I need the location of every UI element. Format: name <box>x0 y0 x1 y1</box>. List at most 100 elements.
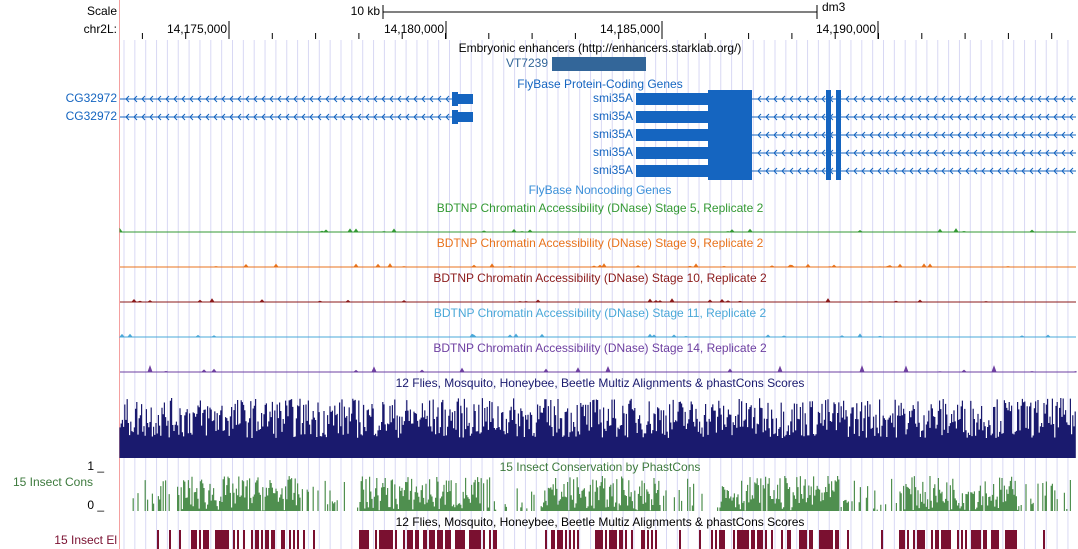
strand-arrow <box>933 95 938 103</box>
strand-arrow <box>885 167 890 175</box>
strand-arrow <box>965 167 970 175</box>
strand-arrow <box>205 113 210 121</box>
strand-arrow <box>933 131 938 139</box>
strand-arrow <box>845 113 850 121</box>
strand-arrow <box>781 95 786 103</box>
strand-arrow <box>989 113 994 121</box>
strand-arrow <box>765 131 770 139</box>
strand-arrow <box>125 95 130 103</box>
strand-arrow <box>1013 149 1018 157</box>
strand-arrow <box>197 95 202 103</box>
strand-arrow <box>373 95 378 103</box>
track-title: BDTNP Chromatin Accessibility (DNase) St… <box>433 341 767 355</box>
strand-arrow <box>997 131 1002 139</box>
strand-arrow <box>125 113 130 121</box>
strand-arrow <box>901 167 906 175</box>
signal <box>120 263 1076 268</box>
strand-arrow <box>429 113 434 121</box>
strand-arrow <box>1045 113 1050 121</box>
strand-arrow <box>765 95 770 103</box>
strand-arrow <box>437 95 442 103</box>
strand-arrow <box>157 113 162 121</box>
strand-arrow <box>781 149 786 157</box>
strand-arrow <box>949 131 954 139</box>
strand-arrow <box>845 95 850 103</box>
strand-arrow <box>189 113 194 121</box>
strand-arrow <box>981 95 986 103</box>
strand-arrow <box>205 95 210 103</box>
strand-arrow <box>445 113 450 121</box>
strand-arrow <box>925 113 930 121</box>
exon <box>636 111 708 123</box>
strand-arrow <box>877 113 882 121</box>
strand-arrow <box>765 167 770 175</box>
strand-arrow <box>1061 113 1066 121</box>
strand-arrow <box>1069 167 1074 175</box>
strand-arrow <box>917 113 922 121</box>
strand-arrow <box>405 95 410 103</box>
strand-arrow <box>797 131 802 139</box>
assembly: dm3 <box>822 0 846 14</box>
strand-arrow <box>213 113 218 121</box>
strand-arrow <box>1061 167 1066 175</box>
signal <box>119 227 1076 233</box>
strand-arrow <box>869 131 874 139</box>
strand-arrow <box>997 167 1002 175</box>
strand-arrow <box>981 113 986 121</box>
position-tick-label: 14,185,000 <box>600 22 660 36</box>
strand-arrow <box>1053 149 1058 157</box>
strand-arrow <box>941 131 946 139</box>
strand-arrow <box>285 113 290 121</box>
conservation-signal <box>119 398 1076 458</box>
strand-arrow <box>237 113 242 121</box>
strand-arrow <box>1029 131 1034 139</box>
strand-arrow <box>173 95 178 103</box>
strand-arrow <box>221 95 226 103</box>
strand-arrow <box>789 95 794 103</box>
strand-arrow <box>317 95 322 103</box>
axis-label: 0 _ <box>87 498 104 512</box>
strand-arrow <box>997 113 1002 121</box>
strand-arrow <box>949 113 954 121</box>
scale-length: 10 kb <box>351 4 381 18</box>
track-title: BDTNP Chromatin Accessibility (DNase) St… <box>437 236 764 250</box>
strand-arrow <box>229 95 234 103</box>
strand-arrow <box>853 131 858 139</box>
exon <box>826 108 831 126</box>
gene-label: smi35A <box>593 145 633 159</box>
strand-arrow <box>277 113 282 121</box>
strand-arrow <box>973 113 978 121</box>
strand-arrow <box>389 95 394 103</box>
strand-arrow <box>1045 149 1050 157</box>
strand-arrow <box>869 95 874 103</box>
exon <box>636 147 708 159</box>
strand-arrow <box>805 149 810 157</box>
strand-arrow <box>965 95 970 103</box>
strand-arrow <box>773 167 778 175</box>
strand-arrow <box>253 113 258 121</box>
strand-arrow <box>357 113 362 121</box>
strand-arrow <box>1069 149 1074 157</box>
strand-arrow <box>893 113 898 121</box>
strand-arrow <box>893 131 898 139</box>
phastcons-signal <box>132 476 1071 511</box>
strand-arrow <box>1069 131 1074 139</box>
strand-arrow <box>781 167 786 175</box>
strand-arrow <box>805 131 810 139</box>
track-label: 15 Insect El <box>54 533 117 547</box>
strand-arrow <box>429 95 434 103</box>
strand-arrow <box>253 95 258 103</box>
strand-arrow <box>989 149 994 157</box>
strand-arrow <box>365 113 370 121</box>
strand-arrow <box>877 167 882 175</box>
strand-arrow <box>1021 113 1026 121</box>
strand-arrow <box>821 95 826 103</box>
gene-label: smi35A <box>593 127 633 141</box>
strand-arrow <box>885 131 890 139</box>
strand-arrow <box>789 149 794 157</box>
strand-arrow <box>813 149 818 157</box>
exon <box>636 93 708 105</box>
track-title: Embryonic enhancers (http://enhancers.st… <box>459 41 742 55</box>
strand-arrow <box>1005 167 1010 175</box>
